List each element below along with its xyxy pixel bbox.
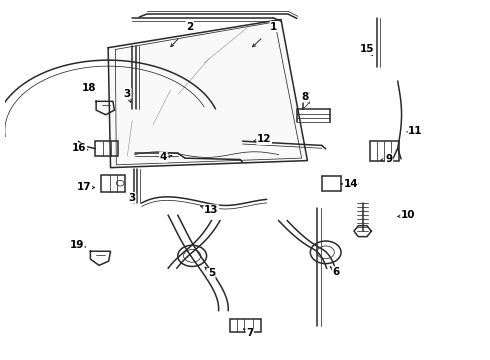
- Text: 10: 10: [401, 210, 416, 220]
- Text: 7: 7: [246, 328, 253, 338]
- Text: 15: 15: [360, 45, 375, 54]
- Text: 1: 1: [270, 22, 277, 32]
- Bar: [95, 141, 118, 156]
- Text: 8: 8: [301, 92, 309, 102]
- Text: 19: 19: [70, 240, 84, 250]
- Text: 14: 14: [343, 179, 358, 189]
- Text: 4: 4: [160, 152, 167, 162]
- Text: 3: 3: [124, 89, 131, 99]
- Text: 12: 12: [257, 134, 271, 144]
- Bar: [101, 175, 125, 192]
- Text: 5: 5: [208, 269, 215, 279]
- Text: 6: 6: [333, 267, 340, 277]
- Text: 13: 13: [204, 205, 219, 215]
- Text: 2: 2: [186, 22, 194, 32]
- Text: 18: 18: [82, 83, 96, 93]
- Text: 9: 9: [386, 154, 392, 164]
- Text: 3: 3: [128, 193, 136, 203]
- Text: 16: 16: [72, 143, 87, 153]
- Text: 11: 11: [408, 126, 423, 136]
- Polygon shape: [108, 19, 307, 168]
- Text: 17: 17: [77, 182, 92, 192]
- Bar: [230, 319, 261, 332]
- Bar: [370, 141, 399, 161]
